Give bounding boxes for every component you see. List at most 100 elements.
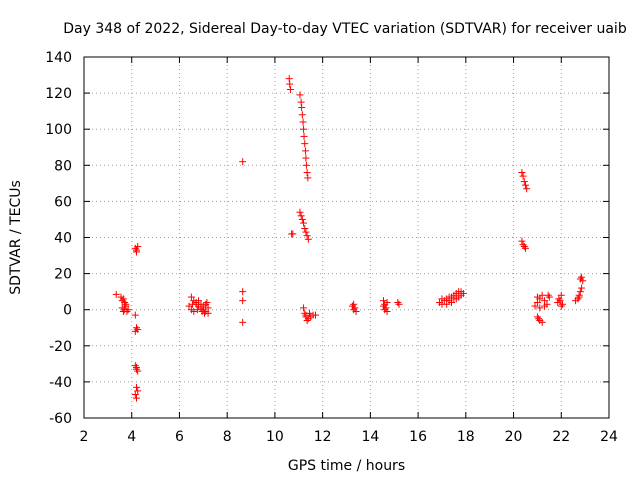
data-point: [239, 318, 247, 326]
data-point: [202, 300, 210, 308]
data-point: [133, 248, 140, 256]
data-point: [121, 298, 129, 306]
y-tick-label: -40: [49, 375, 72, 391]
data-point: [381, 306, 389, 314]
data-point: [304, 174, 312, 182]
x-tick-label: 16: [409, 429, 427, 445]
data-point: [299, 118, 307, 126]
chart-title: Day 348 of 2022, Sidereal Day-to-day VTE…: [63, 21, 627, 37]
data-point: [303, 232, 311, 240]
data-point: [134, 243, 142, 251]
data-point: [533, 293, 541, 301]
data-point: [134, 387, 142, 395]
data-point: [239, 297, 247, 305]
data-point: [306, 309, 314, 317]
y-tick-label: -20: [49, 339, 72, 355]
data-point: [303, 169, 311, 177]
data-point: [131, 327, 139, 335]
data-point: [457, 288, 465, 296]
data-point: [122, 300, 130, 308]
data-point: [450, 295, 458, 303]
data-point: [297, 212, 305, 220]
data-point: [455, 293, 463, 301]
data-point: [301, 140, 309, 148]
data-point: [578, 273, 586, 281]
data-point: [193, 306, 201, 314]
data-point: [575, 293, 583, 301]
data-point: [198, 308, 206, 316]
x-tick-label: 4: [127, 429, 136, 445]
y-tick-label: 140: [45, 50, 72, 66]
data-point: [190, 308, 198, 316]
data-point: [301, 147, 309, 155]
data-point: [300, 304, 308, 312]
data-point: [556, 297, 564, 305]
data-point: [302, 311, 310, 319]
data-point: [300, 219, 308, 227]
plot-frame: [83, 56, 610, 419]
data-point: [239, 288, 247, 296]
data-points: [112, 75, 587, 402]
data-point: [302, 228, 310, 236]
x-tick-label: 14: [361, 429, 379, 445]
data-point: [195, 297, 203, 305]
data-point: [289, 230, 297, 238]
data-point: [133, 363, 140, 371]
data-point: [298, 111, 306, 119]
y-tick-label: 80: [54, 158, 72, 174]
x-tick-label: 8: [223, 429, 232, 445]
y-tick-label: 120: [45, 86, 72, 102]
y-tick-label: 20: [54, 267, 72, 283]
data-point: [119, 295, 127, 303]
data-point: [303, 317, 311, 325]
y-tick-label: 0: [63, 303, 72, 319]
data-point: [545, 293, 553, 301]
data-point: [538, 318, 546, 326]
x-tick-label: 24: [600, 429, 618, 445]
data-point: [555, 295, 563, 303]
data-point: [298, 104, 306, 112]
data-point: [520, 178, 528, 186]
data-point: [300, 125, 308, 133]
y-tick-label: 60: [54, 194, 72, 210]
data-point: [112, 290, 120, 298]
data-point: [452, 289, 460, 297]
data-point: [131, 362, 139, 370]
data-point: [185, 302, 193, 310]
y-tick-label: -60: [49, 411, 72, 427]
data-point: [519, 172, 527, 180]
data-point: [123, 308, 131, 316]
data-point: [558, 300, 566, 308]
data-point: [300, 132, 308, 140]
data-point: [296, 91, 304, 99]
x-tick-label: 12: [314, 429, 332, 445]
data-point: [204, 304, 212, 312]
data-point: [445, 297, 453, 305]
data-point: [533, 313, 541, 321]
data-point: [535, 315, 543, 323]
data-point: [131, 311, 139, 319]
data-point: [518, 237, 526, 245]
data-point: [133, 383, 140, 391]
data-point: [133, 324, 140, 332]
data-point: [576, 288, 584, 296]
y-tick-label: 40: [54, 231, 72, 247]
data-point: [286, 85, 294, 93]
data-point: [133, 394, 140, 402]
data-point: [298, 215, 306, 223]
data-point: [394, 298, 402, 306]
data-point: [521, 181, 529, 189]
data-point: [557, 302, 565, 310]
y-tick-label: 100: [45, 122, 72, 138]
x-tick-label: 20: [505, 429, 523, 445]
data-point: [541, 302, 549, 310]
data-point: [536, 304, 544, 312]
data-point: [239, 158, 247, 166]
x-tick-label: 18: [457, 429, 475, 445]
data-point: [538, 291, 546, 299]
data-point: [302, 154, 310, 162]
data-point: [304, 235, 312, 243]
data-point: [301, 224, 309, 232]
x-tick-label: 10: [266, 429, 284, 445]
